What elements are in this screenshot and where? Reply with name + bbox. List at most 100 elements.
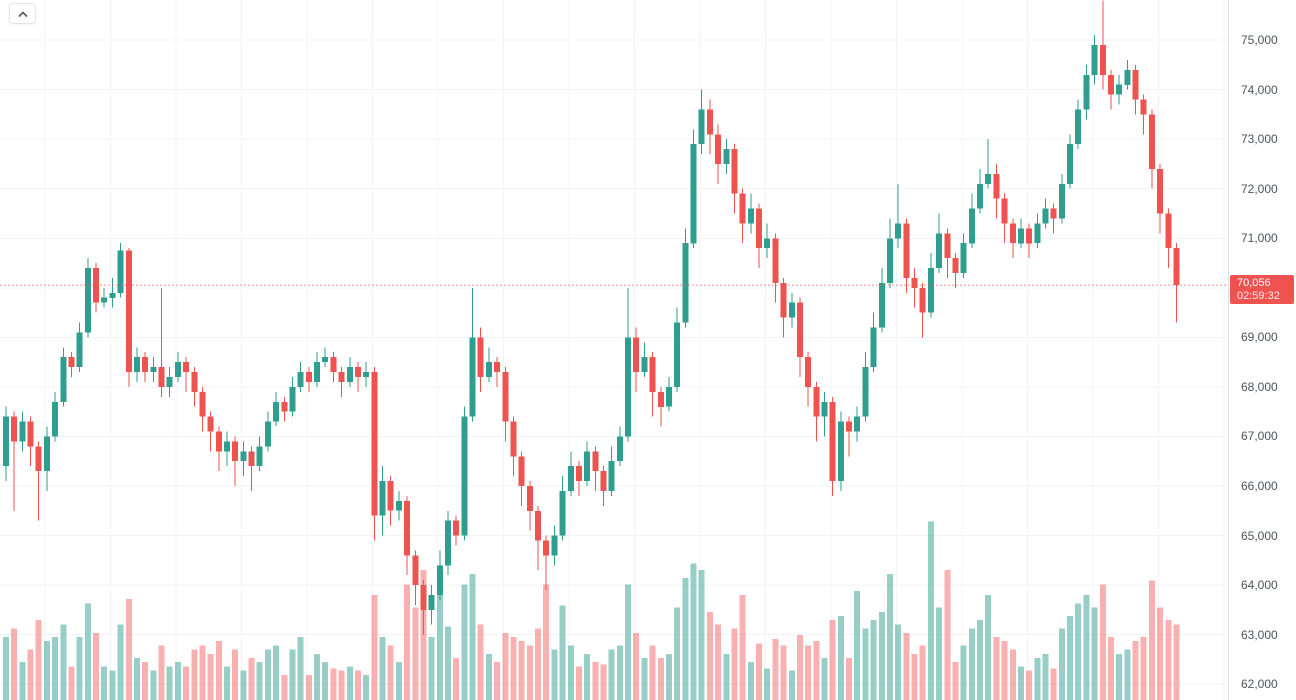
- volume-series: [3, 521, 1180, 700]
- volume-bar: [1108, 637, 1114, 700]
- price-axis-label: 68,000: [1241, 379, 1278, 394]
- volume-bar: [788, 670, 795, 700]
- volume-bar: [215, 641, 222, 700]
- candle-body: [796, 302, 803, 358]
- candle-body: [395, 500, 402, 511]
- volume-bar: [240, 670, 247, 700]
- candle-body: [600, 471, 607, 491]
- volume-bar: [1075, 603, 1082, 700]
- price-axis-label: 72,000: [1241, 181, 1278, 196]
- candle-body: [903, 223, 910, 278]
- candle-body: [166, 377, 173, 387]
- collapse-toolbar-button[interactable]: [9, 3, 36, 24]
- candle-body: [715, 134, 722, 164]
- volume-bar: [772, 639, 779, 700]
- candle-body: [338, 372, 345, 382]
- volume-bar: [993, 637, 1000, 700]
- volume-bar: [666, 653, 672, 700]
- price-axis-label: 63,000: [1241, 627, 1278, 642]
- volume-bar: [944, 569, 951, 700]
- price-axis-label: 67,000: [1241, 429, 1278, 444]
- candle-body: [1050, 208, 1057, 219]
- volume-bar: [84, 603, 91, 700]
- volume-bar: [1091, 607, 1098, 700]
- candle-body: [756, 208, 762, 249]
- volume-bar: [142, 662, 149, 700]
- candle-body: [1075, 109, 1082, 145]
- volume-bar: [1116, 653, 1123, 700]
- volume-bar: [461, 584, 468, 700]
- candle-body: [150, 367, 157, 373]
- volume-bar: [715, 624, 722, 700]
- volume-bar: [756, 643, 762, 700]
- candle-body: [469, 337, 476, 417]
- price-axis[interactable]: 75,00074,00073,00072,00071,00070,00069,0…: [1228, 0, 1296, 700]
- candle-body: [698, 109, 705, 145]
- volume-bar: [862, 628, 869, 700]
- candle-body: [510, 421, 517, 457]
- volume-bar: [895, 624, 902, 700]
- candle-body: [125, 250, 132, 373]
- volume-bar: [698, 569, 705, 700]
- volume-bar: [11, 628, 18, 700]
- candle-body: [911, 277, 918, 288]
- candle-body: [117, 250, 124, 293]
- candle-body: [829, 401, 836, 482]
- candle-body: [314, 362, 320, 382]
- candle-body: [305, 372, 312, 382]
- candle-body: [633, 337, 640, 373]
- volume-bar: [796, 634, 803, 700]
- candle-body: [666, 386, 672, 407]
- candle-body: [1091, 45, 1098, 75]
- volume-bar: [551, 649, 558, 700]
- volume-bar: [68, 666, 75, 700]
- volume-bar: [199, 645, 206, 700]
- candle-body: [706, 109, 713, 135]
- candle-body: [1034, 223, 1041, 244]
- volume-bar: [281, 674, 288, 700]
- volume-bar: [502, 632, 509, 700]
- candle-body: [854, 416, 861, 432]
- candle-body: [158, 367, 165, 387]
- price-axis-label: 75,000: [1241, 33, 1278, 48]
- candle-body: [355, 367, 361, 377]
- volume-bar: [952, 662, 959, 700]
- price-axis-label: 66,000: [1241, 479, 1278, 493]
- candle-body: [960, 243, 967, 273]
- candle-body: [322, 357, 329, 363]
- volume-bar: [1157, 607, 1164, 700]
- volume-bar: [289, 649, 296, 700]
- volume-bar: [174, 662, 181, 700]
- candle-body: [330, 357, 337, 373]
- candle-body: [264, 421, 271, 447]
- candle-body: [19, 421, 26, 442]
- candle-body: [535, 510, 541, 541]
- volume-bar: [813, 641, 820, 700]
- candle-body: [764, 238, 771, 249]
- volume-bar: [387, 645, 394, 700]
- candle-body: [919, 287, 926, 313]
- volume-bar: [968, 628, 975, 700]
- candle-body: [813, 386, 820, 417]
- candle-body: [968, 208, 975, 244]
- volume-bar: [109, 670, 116, 700]
- volume-bar: [936, 607, 943, 700]
- volume-bar: [723, 653, 730, 700]
- candle-body: [674, 322, 681, 387]
- volume-bar: [395, 662, 402, 700]
- volume-bar: [436, 595, 443, 700]
- volume-bar: [960, 645, 967, 700]
- last-price-value: 70,056: [1237, 277, 1271, 290]
- candle-body: [52, 401, 59, 437]
- volume-bar: [616, 645, 623, 700]
- price-axis-label: 71,000: [1241, 231, 1278, 246]
- time-gridlines: [44, 0, 1225, 700]
- volume-bar: [837, 616, 844, 700]
- chevron-up-icon: [18, 11, 27, 17]
- candle-body: [43, 436, 50, 472]
- volume-bar: [805, 645, 812, 700]
- volume-bar: [494, 662, 501, 700]
- candle-body: [944, 233, 951, 259]
- candle-body: [477, 337, 484, 377]
